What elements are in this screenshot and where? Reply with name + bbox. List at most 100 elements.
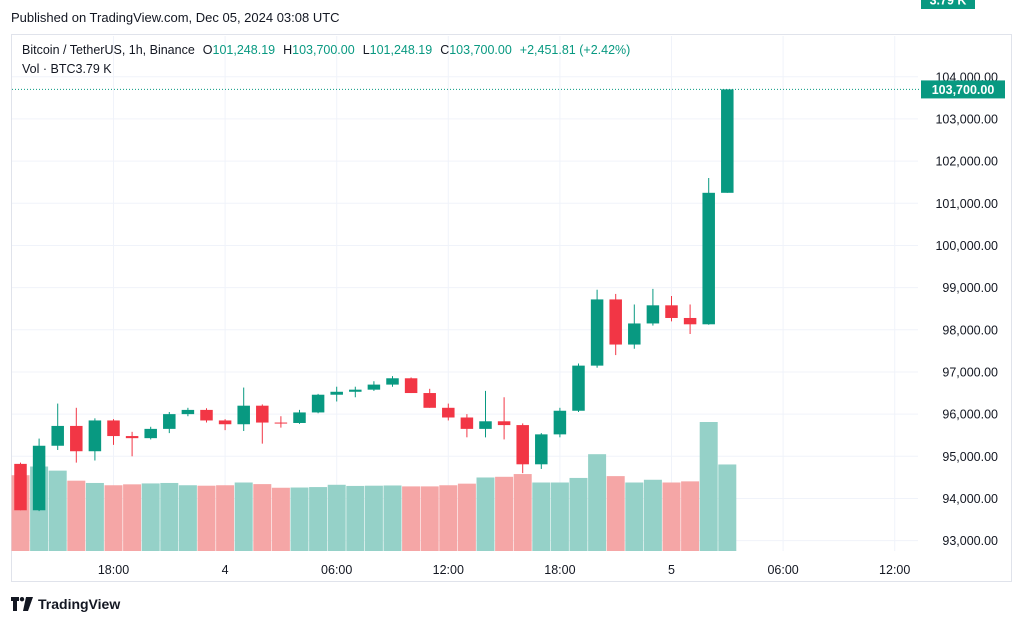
candle [125,431,139,457]
y-tick-label: 95,000.00 [942,450,998,464]
candle [51,403,64,450]
candle [349,386,362,398]
volume-label[interactable]: Vol · BTC [22,62,76,76]
volume-bar [699,422,718,551]
volume-bar [662,482,681,551]
ohlc-legend: Bitcoin / TetherUS, 1h, Binance O 101,248.… [22,43,630,57]
last-volume-tag [921,0,975,9]
x-tick-label: 12:00 [879,563,910,577]
y-tick-label: 96,000.00 [942,408,998,422]
last-volume-tag-text: 3.79 K [930,0,967,8]
volume-bar [197,485,216,551]
candle [479,390,492,438]
candle [163,412,176,434]
low-value: 101,248.19 [369,43,433,57]
published-caption: Published on TradingView.com, Dec 05, 20… [11,10,340,25]
candle-body [14,463,27,511]
volume-bar [178,485,197,551]
last-price-tag-text: 103,700.00 [932,83,995,97]
x-tick-label: 12:00 [433,563,464,577]
footer-brand[interactable]: TradingView [11,596,120,612]
volume-bar [383,485,402,551]
candle-body [107,420,120,437]
brand-name: TradingView [38,596,121,612]
volume-bar [48,470,67,551]
candle [404,377,418,394]
candle-body [702,192,715,325]
volume-bar [123,484,142,551]
volume-bar [346,485,365,551]
volume-bar [290,487,309,551]
candle-body [497,421,511,426]
x-tick-label: 5 [668,563,675,577]
candle [702,177,715,325]
volume-bar [588,454,607,551]
candle [535,433,548,469]
change-value: +2,451.81 (+2.42%) [519,43,631,57]
volume-bar [253,484,272,551]
volume-bar [476,477,495,551]
volume-bar [513,474,532,551]
candle-body [274,422,288,424]
volume-bar [439,485,458,551]
candle-body [646,305,660,324]
candle-body [628,323,641,345]
candle [553,407,567,438]
candle [181,407,195,417]
y-tick-label: 100,000.00 [935,239,998,253]
candle [200,408,213,423]
candle [721,89,734,193]
high-value: 103,700.00 [292,43,355,57]
candle [237,387,250,431]
candle-body [683,317,697,325]
volume-bar [550,482,569,551]
y-tick-label: 102,000.00 [935,155,998,169]
candle-body [460,417,474,429]
volume-bar [104,485,123,551]
candle-body [311,394,325,413]
volume-bar [625,482,644,551]
candle-body [330,391,343,395]
volume-bar [569,477,588,551]
volume-bar [681,481,700,551]
open-label: O [202,43,213,57]
x-tick-label: 18:00 [98,563,129,577]
candle [14,462,27,511]
candle-body [516,425,529,465]
candle-body [163,414,176,429]
volume-bar [234,482,253,551]
volume-bar [402,486,421,551]
candle-body [144,428,157,439]
candle [497,397,511,440]
volume-bar [364,485,383,551]
x-tick-label: 18:00 [544,563,575,577]
candle-body [293,412,306,423]
candle-body [88,420,102,452]
symbol-label[interactable]: Bitcoin / TetherUS, 1h, Binance [22,43,195,57]
candle-body [51,425,64,446]
volume-bar [309,487,328,551]
candle-body [237,405,250,425]
candle-body [665,305,678,318]
candle [107,419,120,445]
candle [70,407,83,463]
candle-body [218,420,232,425]
volume-bar [85,482,104,551]
candle-body [404,378,418,394]
candle [609,293,622,356]
volume-bar [327,484,346,551]
volume-legend: Vol · BTC3.79 K [22,62,112,76]
close-value: 103,700.00 [449,43,512,57]
candle [516,423,529,474]
volume-bar [271,487,290,551]
candle [274,416,288,428]
candle-body [70,425,83,452]
candle [386,376,399,387]
y-tick-label: 103,000.00 [935,112,998,126]
y-tick-label: 93,000.00 [942,534,998,548]
volume-bar [141,483,160,551]
candle-body [609,299,622,345]
volume-bar [643,479,662,551]
candle-body [535,434,548,465]
